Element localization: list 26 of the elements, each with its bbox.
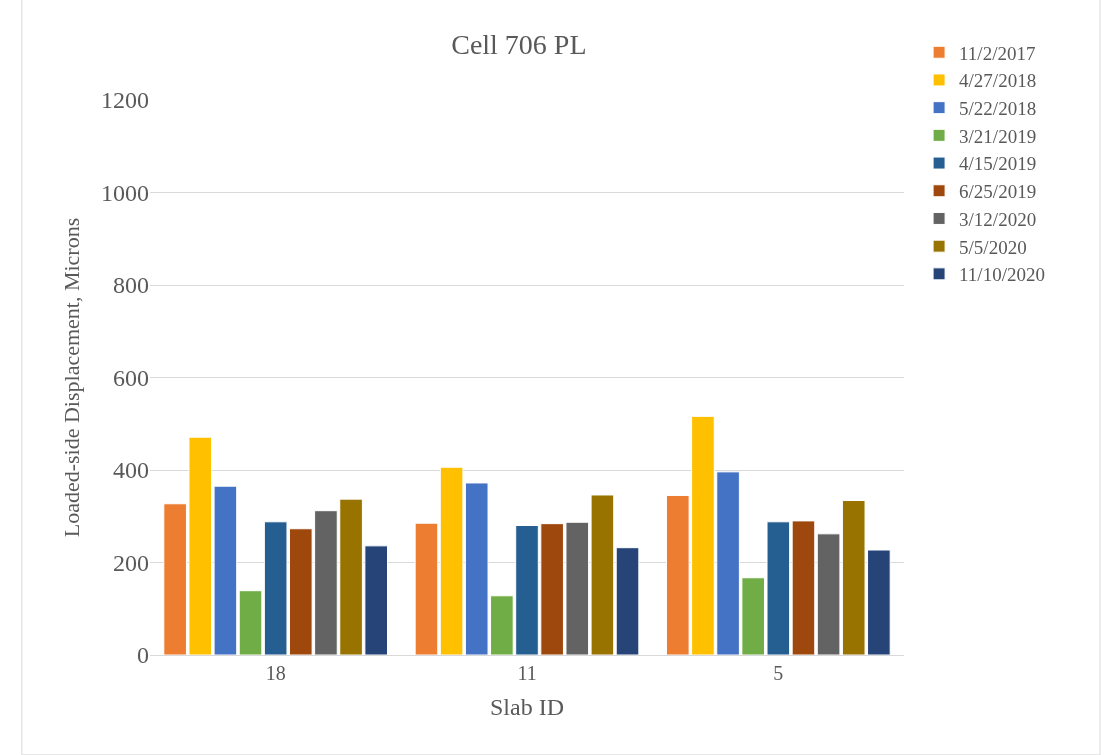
- bar: [791, 520, 816, 655]
- chart-title: Cell 706 PL: [451, 28, 587, 60]
- bar: [615, 547, 640, 655]
- legend-label: 5/22/2018: [959, 98, 1037, 120]
- y-tick-label: 600: [113, 364, 149, 391]
- legend-label: 11/2/2017: [959, 42, 1036, 64]
- x-tick-label: 11: [517, 662, 537, 684]
- legend-label: 3/12/2020: [959, 208, 1037, 230]
- legend-label: 4/27/2018: [959, 70, 1037, 92]
- legend-label: 6/25/2019: [959, 181, 1037, 203]
- y-tick-label: 1200: [101, 87, 149, 114]
- bar: [414, 522, 439, 655]
- bar: [238, 590, 263, 655]
- x-axis-title: Slab ID: [490, 694, 564, 721]
- y-tick-label: 1000: [101, 179, 149, 206]
- y-tick-label: 200: [113, 549, 149, 576]
- legend-label: 11/10/2020: [959, 264, 1045, 286]
- legend-label: 4/15/2019: [959, 153, 1037, 175]
- x-tick-label: 5: [773, 662, 784, 684]
- y-tick-label: 0: [137, 642, 149, 669]
- legend-label: 5/5/2020: [959, 236, 1027, 258]
- x-tick-label: 18: [265, 662, 286, 684]
- legend-label: 3/21/2019: [959, 125, 1037, 147]
- y-tick-label: 400: [113, 457, 149, 484]
- y-axis-title: Loaded-side Displacement, Microns: [58, 217, 84, 538]
- y-tick-label: 800: [113, 272, 149, 299]
